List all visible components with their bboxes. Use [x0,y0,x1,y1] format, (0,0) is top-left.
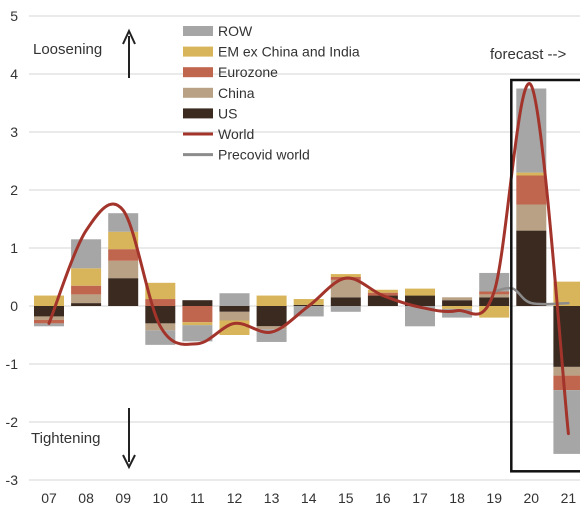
bar-segment-em-ex-china-and-india [330,274,361,277]
bar-segment-em-ex-china-and-india [182,322,213,326]
bar-segment-china [219,311,250,321]
bar-segment-china [34,316,64,320]
y-tick-label: 1 [10,240,18,256]
bar-segment-us [479,297,510,306]
bar-segment-em-ex-china-and-india [479,306,510,318]
bar-segment-us [405,295,435,306]
legend-swatch [183,87,213,98]
bar-segment-china [71,294,102,304]
y-tick-label: -1 [6,356,19,372]
y-tick-label: 5 [10,8,18,24]
x-axis: 07 08 09 10 11 12 13 14 15 16 17 18 19 20 21 [41,490,576,506]
x-tick-label: 11 [190,490,205,506]
bar-segment-us [145,306,176,324]
bar-segment-us [256,306,287,327]
bar-segment-em-ex-china-and-india [71,268,102,286]
bar-segment-em-ex-china-and-india [145,282,176,300]
bar-segment-china [330,279,361,298]
x-tick-label: 17 [412,490,428,506]
bar-segment-em-ex-china-and-india [367,289,398,293]
x-tick-label: 08 [78,490,94,506]
x-tick-label: 18 [449,490,465,506]
line-world [47,82,570,436]
y-tick-label: 4 [10,66,18,82]
bar-segment-eurozone [145,299,176,306]
bar-segment-us [367,295,398,306]
down-arrow-icon [122,408,136,470]
x-tick-label: 10 [153,490,169,506]
legend-label: Eurozone [218,64,278,80]
bar-segment-row [330,306,361,312]
bar-segment-row [145,330,176,345]
bar-segment-em-ex-china-and-india [293,299,324,305]
y-tick-label: 0 [10,298,18,314]
bar-segment-em-ex-china-and-india [108,231,139,250]
legend-swatch [183,26,213,36]
x-tick-label: 09 [115,490,131,506]
bar-segment-em-ex-china-and-india [442,306,473,309]
up-arrow-icon [122,28,136,78]
x-tick-label: 20 [524,490,540,506]
forecast-label: forecast --> [490,46,567,63]
bar-segment-row [479,272,510,292]
y-tick-label: 3 [10,124,18,140]
bar-segment-us [182,300,213,306]
legend-label: ROW [218,23,253,39]
bar-segment-em-ex-china-and-india [256,295,287,306]
bar-segment-row [293,306,324,317]
bar-segment-em-ex-china-and-india [516,172,547,176]
x-tick-label: 15 [338,490,354,506]
forecast-box [510,78,580,473]
bar-segment-us [516,230,547,306]
bar-segment-em-ex-china-and-india [405,288,435,296]
bar-segment-china [442,297,473,301]
x-tick-label: 14 [301,490,317,506]
legend: ROW EM ex China and India Eurozone China US W… [183,23,360,163]
bar-segment-eurozone [71,285,102,295]
legend-label: Precovid world [218,147,310,163]
bar-segment-eurozone [516,175,547,205]
bar-segment-eurozone [108,249,139,261]
bar-segment-row [182,325,213,342]
bar-segment-us [108,278,139,306]
bar-segment-row [108,213,139,232]
bar-segment-us [219,306,250,312]
legend-label: US [218,105,237,121]
loosening-label: Loosening [33,41,102,58]
bar-segment-row [442,308,473,318]
x-tick-label: 21 [561,490,577,506]
legend-swatch [183,46,213,57]
bar-segment-china [553,366,580,376]
bar-segment-row [405,306,435,327]
bar-segment-eurozone [553,375,580,391]
bar-segment-eurozone [182,306,213,323]
bar-segment-us [71,303,102,306]
y-axis: -3 -2 -1 0 1 2 3 4 5 [6,8,19,488]
legend-swatch [183,67,213,78]
legend-swatch [183,108,213,119]
x-tick-label: 07 [41,490,57,506]
legend-label: China [218,85,255,101]
bar-segment-china [256,326,287,330]
tightening-label: Tightening [31,430,101,447]
y-tick-label: -2 [6,414,19,430]
lines [47,82,570,436]
y-tick-label: -3 [6,472,19,488]
x-tick-label: 19 [486,490,502,506]
x-tick-label: 12 [227,490,243,506]
bar-segment-china [108,260,139,279]
bar-segment-em-ex-china-and-india [34,295,64,306]
bar-segment-row [219,293,250,306]
y-tick-label: 2 [10,182,18,198]
legend-label: EM ex China and India [218,44,360,60]
bar-segment-us [330,297,361,306]
bar-segment-us [34,306,64,317]
bar-segment-us [442,300,473,306]
x-tick-label: 16 [375,490,391,506]
bar-segment-china [516,204,547,231]
line-precovid-world [492,286,570,306]
legend-label: World [218,126,254,142]
x-tick-label: 13 [264,490,280,506]
